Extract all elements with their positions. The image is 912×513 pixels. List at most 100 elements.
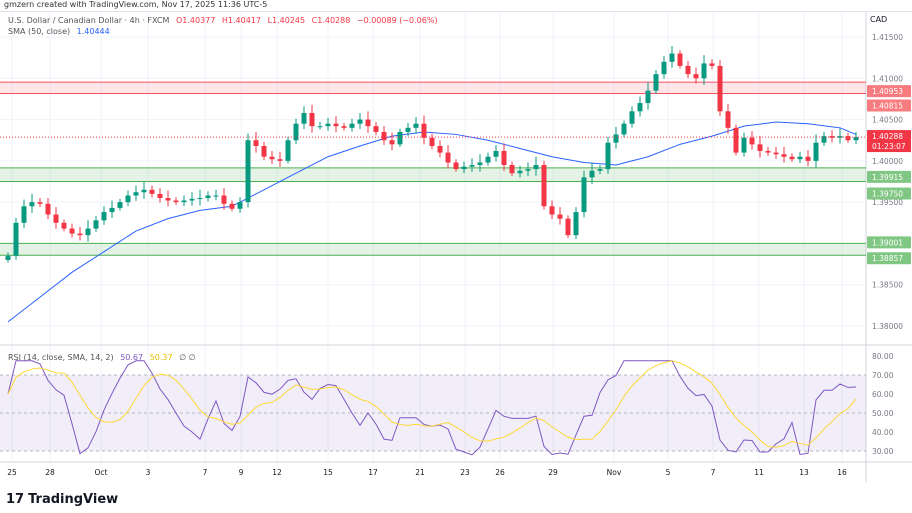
tradingview-logo-icon: 𝟭𝟳 xyxy=(6,492,25,507)
candle xyxy=(789,153,795,162)
candle-body xyxy=(325,123,331,127)
price-tick-label: 1.39500 xyxy=(872,198,903,207)
candle xyxy=(197,189,203,206)
candle xyxy=(69,223,75,238)
candle-body xyxy=(757,144,763,151)
candle-body xyxy=(349,123,355,128)
candle xyxy=(477,154,483,172)
candle xyxy=(757,136,763,158)
candle xyxy=(141,181,147,199)
candle xyxy=(741,132,747,157)
candle-body xyxy=(557,214,563,219)
candle xyxy=(517,165,523,178)
time-tick-label: 7 xyxy=(711,468,716,477)
candle xyxy=(597,164,603,175)
candle-body xyxy=(437,145,443,153)
zone-label: 1.39915 xyxy=(872,173,903,182)
candle-body xyxy=(453,162,459,170)
candle xyxy=(645,82,651,110)
rsi-label: RSI (14, close, SMA, 14, 2) xyxy=(8,353,114,362)
candle-body xyxy=(149,189,155,194)
candle xyxy=(805,150,811,167)
zone-label: 1.40815 xyxy=(872,102,903,111)
zone-label: 1.38857 xyxy=(872,254,903,263)
support-zone xyxy=(0,243,866,256)
zone-label-bg xyxy=(867,252,911,265)
time-tick-label: 21 xyxy=(415,468,425,477)
currency-label[interactable]: CAD xyxy=(870,15,888,24)
zone-label-bg xyxy=(867,236,911,249)
candle xyxy=(485,152,491,166)
candle xyxy=(245,133,251,208)
price-tick-label: 1.38000 xyxy=(872,322,903,331)
candle xyxy=(325,117,331,131)
zone-label-bg xyxy=(867,85,911,98)
candle xyxy=(533,156,539,176)
candle-body xyxy=(101,212,107,221)
candle xyxy=(413,117,419,134)
candle xyxy=(53,207,59,229)
candle-body xyxy=(205,195,211,199)
candle xyxy=(781,146,787,163)
rsi-tick-label: 50.00 xyxy=(872,409,894,418)
candle-body xyxy=(29,202,35,207)
candle xyxy=(117,198,123,211)
candle-body xyxy=(685,65,691,75)
candle xyxy=(589,162,595,184)
candle xyxy=(845,132,851,143)
candle xyxy=(317,122,323,130)
rsi-legend[interactable]: RSI (14, close, SMA, 14, 2) 50.67 50.37 … xyxy=(8,353,196,362)
candle xyxy=(509,161,515,176)
price-tick-label: 1.41500 xyxy=(872,33,903,42)
candle-body xyxy=(741,137,747,153)
candle-body xyxy=(653,74,659,91)
rsi-extra: ∅ ∅ xyxy=(179,353,196,362)
candle-body xyxy=(525,169,531,171)
candle-body xyxy=(69,228,75,234)
time-tick-label: 26 xyxy=(495,468,505,477)
candle-body xyxy=(421,123,427,138)
zone-label-bg xyxy=(867,187,911,200)
candle-body xyxy=(173,200,179,203)
symbol-legend: U.S. Dollar / Canadian Dollar · 4h · FXC… xyxy=(8,16,438,25)
candle-body xyxy=(725,111,731,128)
candle-body xyxy=(221,195,227,204)
time-tick-label: 7 xyxy=(203,468,208,477)
candle-body xyxy=(661,61,667,75)
candle xyxy=(237,197,243,213)
time-tick-label: 12 xyxy=(272,468,282,477)
candle xyxy=(29,193,35,213)
candle xyxy=(685,60,691,79)
rsi-value: 50.67 xyxy=(120,353,144,362)
price-tick-label: 1.38500 xyxy=(872,281,903,290)
candle xyxy=(829,130,835,143)
candle xyxy=(61,219,67,232)
candle xyxy=(381,126,387,145)
zone-label-bg xyxy=(867,99,911,112)
price-chart[interactable]: 1.41500 1.41000 1.40500 1.40000 1.39500 1.385… xyxy=(0,12,912,482)
candle xyxy=(253,131,259,153)
candle xyxy=(285,136,291,164)
candle xyxy=(653,70,659,94)
candle-body xyxy=(717,65,723,112)
candle xyxy=(525,162,531,177)
candle-body xyxy=(621,123,627,135)
candle xyxy=(309,104,315,133)
candle xyxy=(749,131,755,150)
rsi-tick-label: 80.00 xyxy=(872,352,894,361)
candle xyxy=(349,118,355,132)
candle xyxy=(493,145,499,162)
candle xyxy=(501,143,507,171)
candle-body xyxy=(189,198,195,201)
symbol-name[interactable]: U.S. Dollar / Canadian Dollar · 4h · FXC… xyxy=(8,16,170,25)
chart-frame[interactable]: 1.41500 1.41000 1.40500 1.40000 1.39500 1.385… xyxy=(0,11,912,482)
tradingview-logo[interactable]: 𝟭𝟳 TradingView xyxy=(6,492,118,507)
price-tick-label: 1.40000 xyxy=(872,157,903,166)
candle-body xyxy=(285,140,291,161)
candle-body xyxy=(709,63,715,66)
candle xyxy=(269,150,275,164)
candle-body xyxy=(597,169,603,171)
sma-legend[interactable]: SMA (50, close) 1.40444 xyxy=(8,27,110,36)
candle xyxy=(5,252,11,263)
time-tick-label: 23 xyxy=(460,468,470,477)
